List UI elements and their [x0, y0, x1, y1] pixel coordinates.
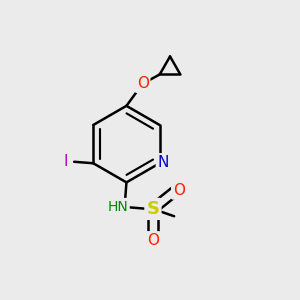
Text: O: O — [136, 76, 148, 91]
Text: S: S — [146, 200, 159, 218]
Text: O: O — [147, 233, 159, 248]
Text: N: N — [158, 155, 169, 170]
Text: I: I — [64, 154, 68, 169]
Text: O: O — [173, 183, 185, 198]
Text: HN: HN — [107, 200, 128, 214]
